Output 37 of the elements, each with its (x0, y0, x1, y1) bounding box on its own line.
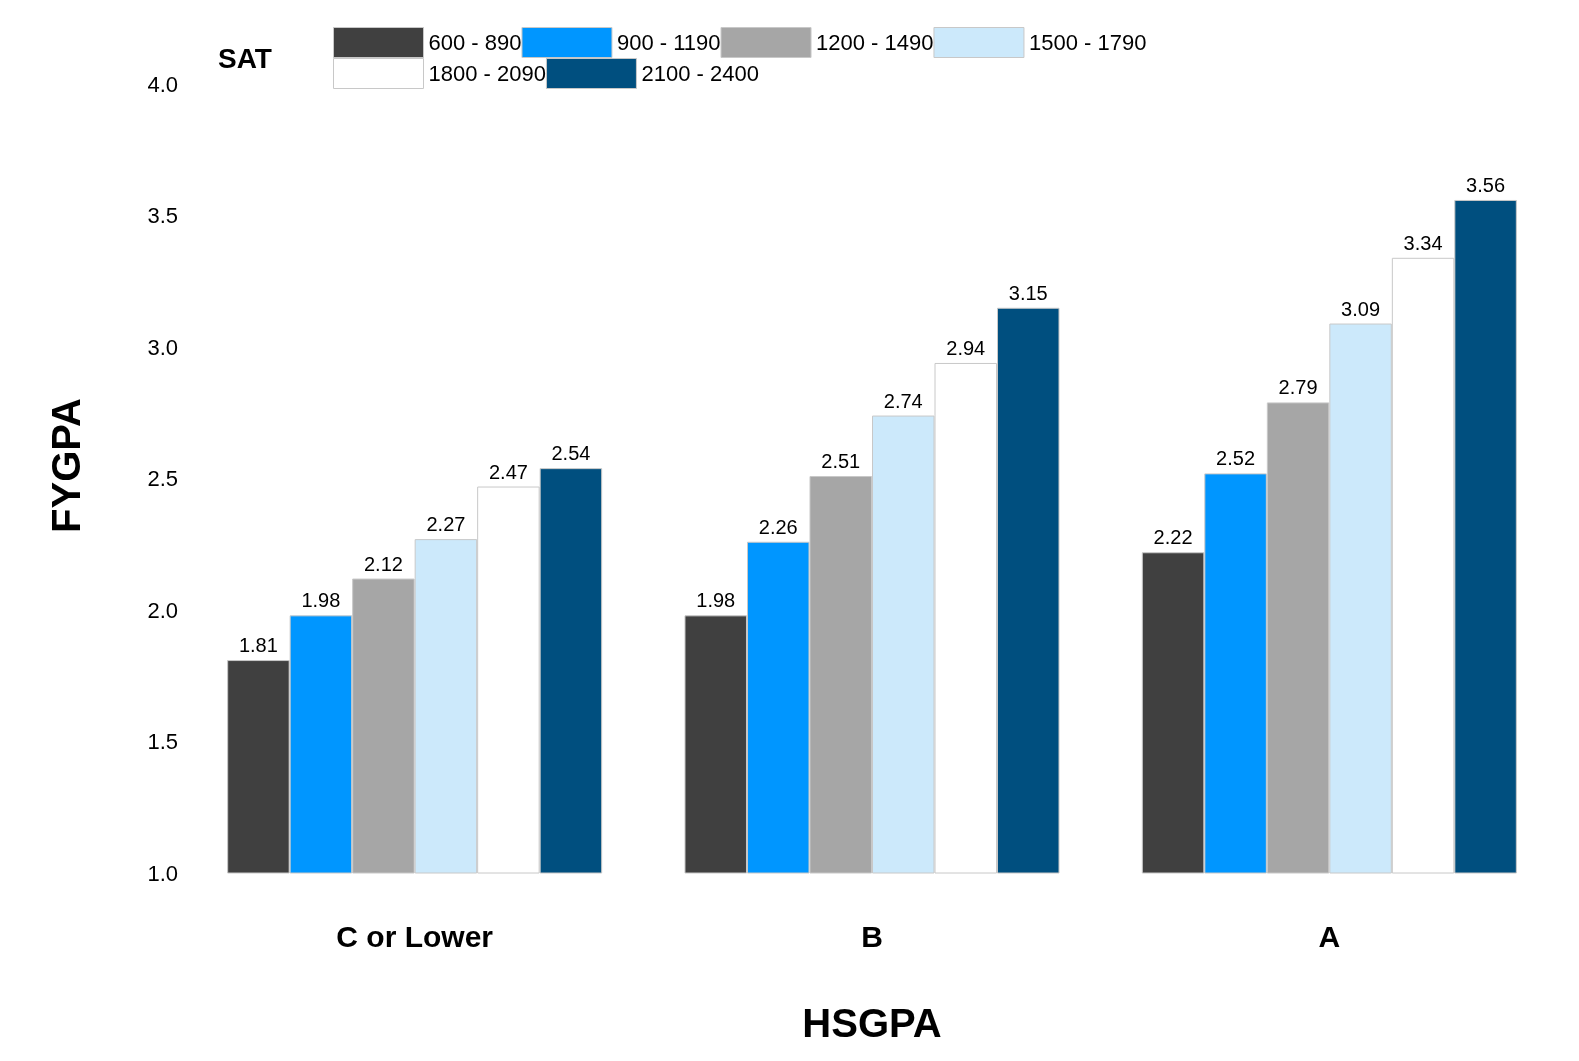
data-label: 3.56 (1466, 173, 1506, 196)
x-tick-label: B (861, 919, 883, 953)
data-label: 3.34 (1403, 231, 1443, 254)
data-label: 2.26 (758, 515, 798, 538)
legend-label: 2100 - 2400 (641, 61, 759, 86)
data-label: 2.47 (488, 460, 528, 483)
legend-label: 900 - 1190 (616, 30, 721, 55)
y-tick-label: 3.0 (147, 334, 178, 360)
data-label: 1.98 (696, 589, 736, 612)
y-tick-label: 3.5 (147, 203, 178, 229)
legend-label: 1500 - 1790 (1028, 30, 1147, 55)
data-label: 2.51 (821, 450, 861, 473)
data-label: 2.52 (1216, 447, 1256, 470)
legend-label: 1800 - 2090 (428, 61, 546, 86)
data-label: 2.27 (426, 513, 466, 536)
y-tick-label: 2.0 (147, 597, 178, 623)
data-label: 2.94 (946, 336, 986, 359)
data-label: 2.79 (1278, 376, 1318, 399)
y-axis-title: FYGPA (44, 398, 88, 533)
y-tick-label: 1.0 (147, 860, 178, 886)
data-label: 2.74 (883, 389, 923, 412)
y-tick-label: 2.5 (147, 466, 178, 492)
legend-label: 1200 - 1490 (816, 30, 934, 55)
legend-label: 600 - 890 (428, 30, 522, 55)
data-label: 3.09 (1341, 297, 1381, 320)
x-axis-title: HSGPA (802, 1001, 942, 1045)
y-tick-label: 4.0 (147, 71, 178, 97)
x-tick-label: C or Lower (336, 919, 494, 953)
y-tick-label: 1.5 (147, 729, 178, 755)
data-label: 2.12 (363, 552, 403, 575)
data-label: 1.98 (301, 589, 341, 612)
data-label: 2.22 (1153, 526, 1193, 549)
data-label: 1.81 (238, 634, 278, 657)
x-tick-label: A (1318, 919, 1341, 953)
data-label: 3.15 (1008, 281, 1048, 304)
legend-title: SAT (218, 42, 272, 74)
data-label: 2.54 (551, 442, 591, 465)
